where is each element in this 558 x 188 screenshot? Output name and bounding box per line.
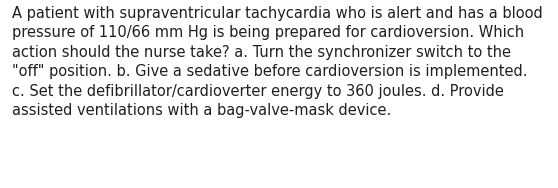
Text: A patient with supraventricular tachycardia who is alert and has a blood
pressur: A patient with supraventricular tachycar… (12, 6, 543, 118)
